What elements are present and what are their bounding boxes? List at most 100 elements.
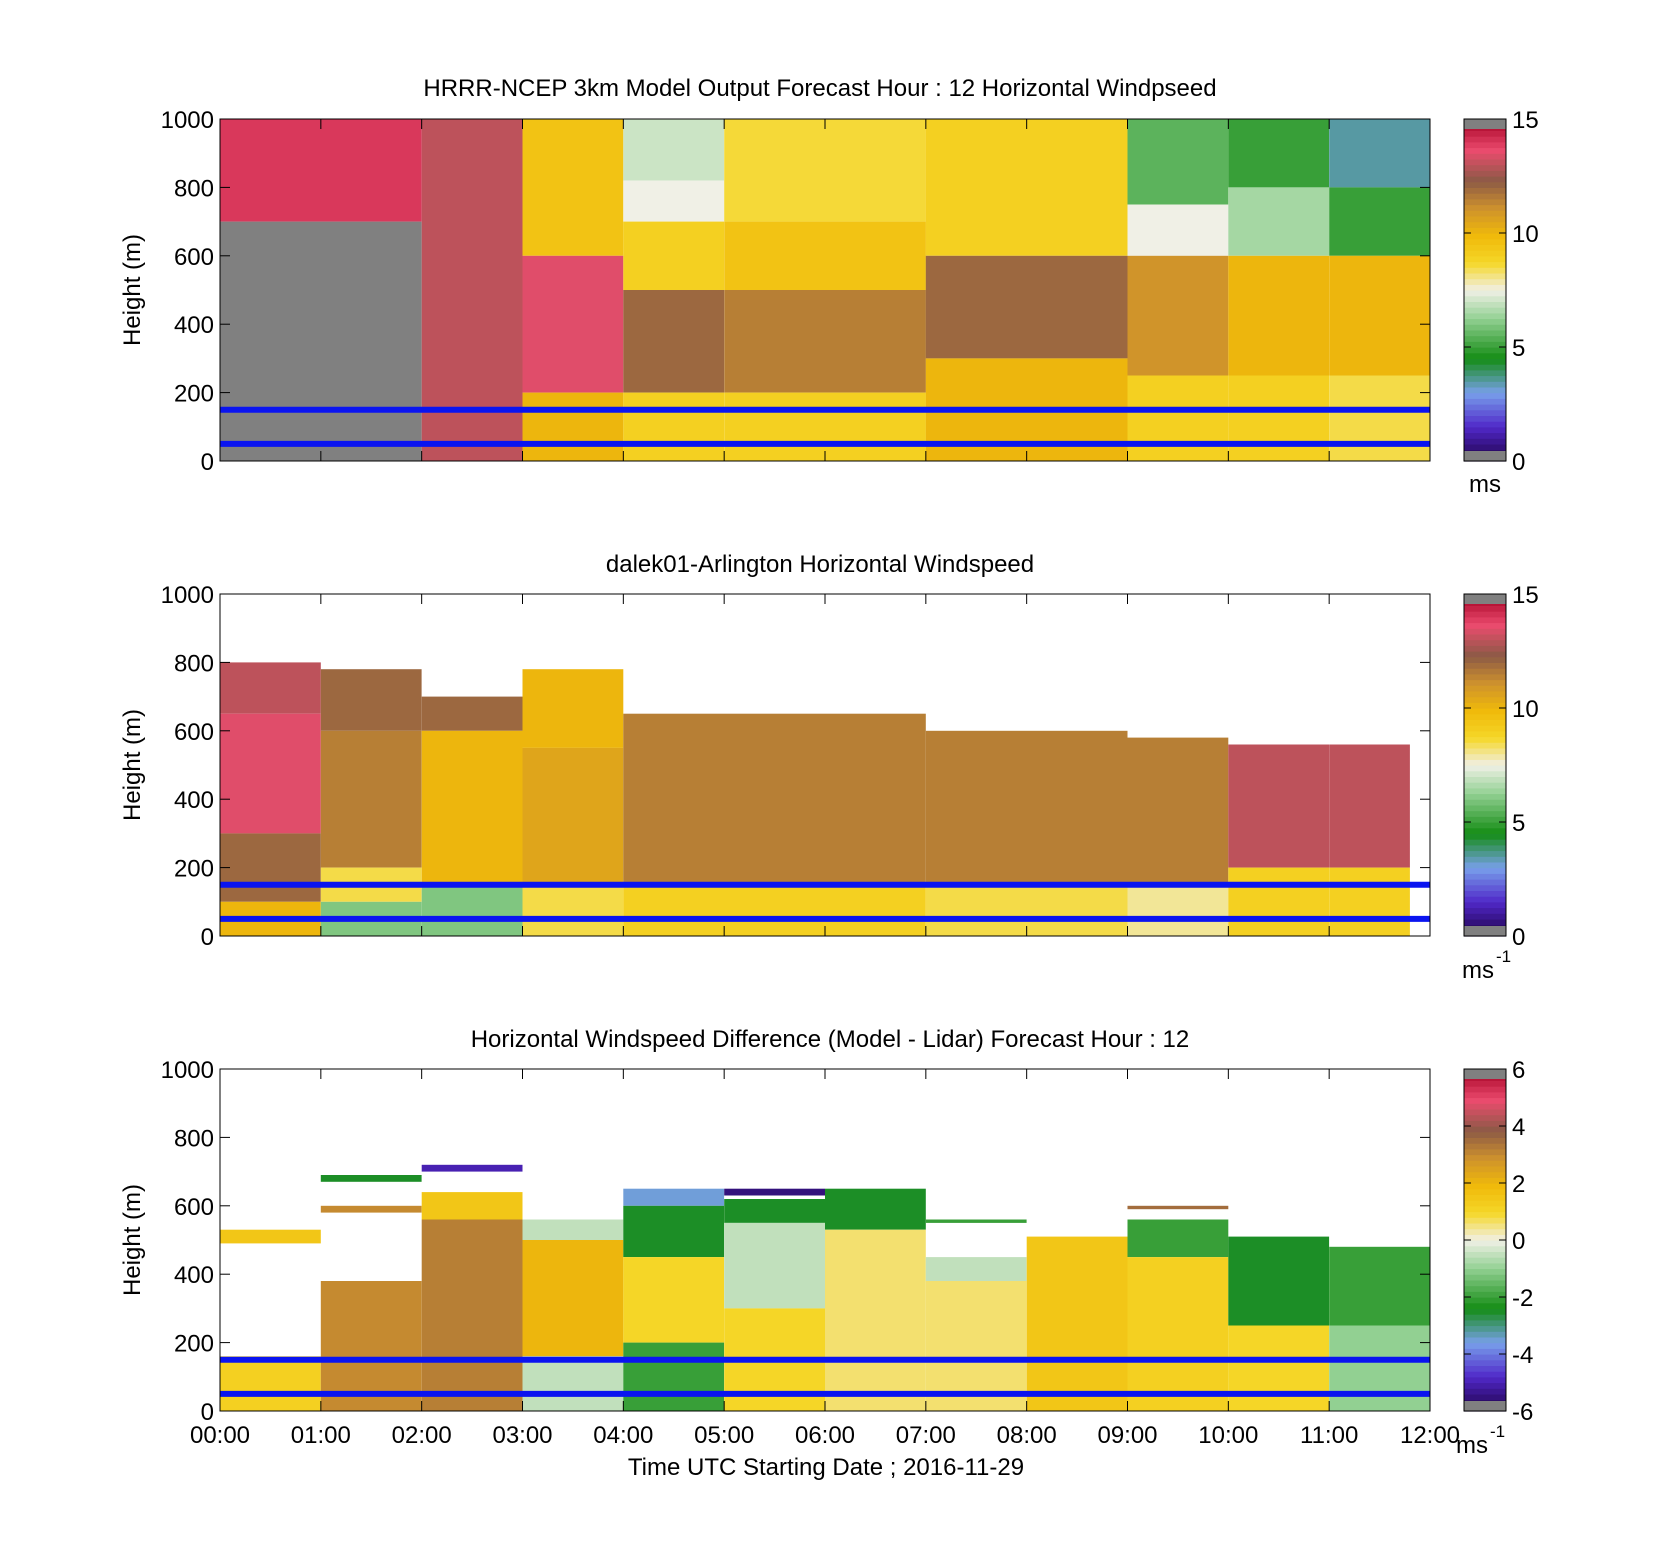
colorbar-segment (1464, 158, 1506, 166)
heatmap-cell (1228, 1325, 1330, 1411)
colorbar-segment (1464, 668, 1506, 675)
colorbar-segment (1464, 1274, 1506, 1281)
x-tick-label: 05:00 (694, 1422, 754, 1449)
colorbar-segment (1464, 358, 1506, 365)
colorbar-segment (1464, 804, 1506, 812)
colorbar-segment (1464, 1148, 1506, 1156)
heatmap-cell (522, 747, 624, 885)
x-tick-label: 02:00 (392, 1422, 452, 1449)
colorbar-segment (1464, 290, 1506, 297)
colorbar-segment (1464, 1086, 1506, 1093)
heatmap-cell (1127, 1205, 1229, 1210)
colorbar-end-cap (1464, 119, 1506, 129)
colorbar-segment (1464, 736, 1506, 743)
colorbar-segment (1464, 896, 1506, 903)
colorbar-segment (1464, 1114, 1506, 1121)
heatmap-cell (1127, 204, 1229, 256)
y-tick-label: 200 (174, 1331, 214, 1358)
panel-lidar-colorbar-unit: ms (1462, 957, 1494, 984)
heatmap-cell (724, 119, 926, 222)
y-tick-label: 600 (174, 719, 214, 746)
colorbar-segment (1464, 215, 1506, 223)
heatmap-cell (724, 1188, 825, 1196)
colorbar-segment (1464, 329, 1506, 337)
colorbar-segment (1464, 861, 1506, 869)
colorbar-segment (1464, 1314, 1506, 1321)
heatmap-cell (623, 713, 926, 885)
colorbar-segment (1464, 633, 1506, 641)
colorbar-segment (1464, 324, 1506, 331)
colorbar-segment (1464, 1160, 1506, 1167)
colorbar-segment (1464, 1200, 1506, 1207)
colorbar-segment (1464, 301, 1506, 308)
colorbar-end-cap (1464, 1069, 1506, 1079)
y-tick-label: 200 (174, 381, 214, 408)
colorbar-segment (1464, 1194, 1506, 1201)
colorbar-segment (1464, 1382, 1506, 1389)
heatmap-cell (1127, 1257, 1229, 1411)
panel-lidar-cells (220, 662, 1410, 936)
x-tick-label: 06:00 (795, 1422, 855, 1449)
colorbar-segment (1464, 867, 1506, 874)
panel-lidar-ylabel: Height (m) (119, 709, 146, 821)
colorbar-segment (1464, 1097, 1506, 1104)
heatmap-cell (623, 1205, 725, 1258)
heatmap-cell (623, 1257, 725, 1343)
colorbar-tick-label: 10 (1512, 696, 1539, 723)
heatmap-cell (925, 730, 1128, 885)
colorbar-tick-label: 0 (1512, 1228, 1525, 1255)
colorbar-segment (1464, 381, 1506, 388)
heatmap-cell (825, 1229, 926, 1411)
colorbar-segment (1464, 181, 1506, 188)
colorbar-segment (1464, 1080, 1506, 1087)
heatmap-cell (421, 730, 523, 885)
heatmap-cell (1228, 867, 1330, 936)
colorbar-frame (1463, 593, 1507, 937)
heatmap-cell (1228, 187, 1330, 256)
colorbar-tick-label: 5 (1512, 335, 1525, 362)
colorbar-segment (1464, 1376, 1506, 1384)
colorbar-segment (1464, 409, 1506, 416)
colorbar-segment (1464, 1319, 1506, 1327)
colorbar-segment (1464, 176, 1506, 183)
heatmap-cell (925, 255, 1128, 359)
colorbar-segment (1464, 1371, 1506, 1378)
colorbar-segment (1464, 1205, 1506, 1213)
heatmap-cell (220, 662, 321, 714)
colorbar-segment (1464, 318, 1506, 325)
colorbar-segment (1464, 611, 1506, 618)
colorbar-segment (1464, 1137, 1506, 1144)
colorbar-segment (1464, 776, 1506, 783)
y-tick-label: 1000 (161, 582, 214, 609)
heatmap-cell (522, 1356, 624, 1411)
heatmap-cell (220, 221, 422, 461)
colorbar-segment (1464, 164, 1506, 171)
colorbar-end-cap (1464, 451, 1506, 461)
colorbar-tick-label: 15 (1512, 107, 1539, 134)
heatmap-cell (925, 1281, 1027, 1411)
heatmap-cell (522, 1219, 624, 1240)
panel-lidar-colorbar: 0 5 10 15 (1463, 582, 1539, 951)
colorbar-segment (1464, 753, 1506, 760)
colorbar-segment (1464, 645, 1506, 652)
colorbar-segment (1464, 1103, 1506, 1110)
y-tick-label: 0 (201, 1399, 214, 1426)
heatmap-cell (724, 1222, 825, 1309)
heatmap-cell (1329, 1325, 1430, 1411)
heatmap-cell (320, 669, 422, 731)
colorbar-segment (1464, 347, 1506, 354)
colorbar-segment (1464, 386, 1506, 394)
colorbar-segment (1464, 1354, 1506, 1361)
y-tick-label: 800 (174, 650, 214, 677)
heatmap-cell (421, 119, 523, 461)
y-tick-label: 400 (174, 787, 214, 814)
colorbar-segment (1464, 147, 1506, 154)
colorbar-segment (1464, 651, 1506, 658)
panel-difference-colorbar-unit-exponent: -1 (1490, 1422, 1505, 1441)
panel-model: HRRR-NCEP 3km Model Output Forecast Hour… (119, 75, 1539, 498)
colorbar-segment (1464, 272, 1506, 280)
heatmap-cell (724, 221, 926, 290)
colorbar-segment (1464, 198, 1506, 206)
x-axis-label: Time UTC Starting Date ; 2016-11-29 (628, 1454, 1024, 1481)
panel-difference-cells (220, 1164, 1430, 1411)
